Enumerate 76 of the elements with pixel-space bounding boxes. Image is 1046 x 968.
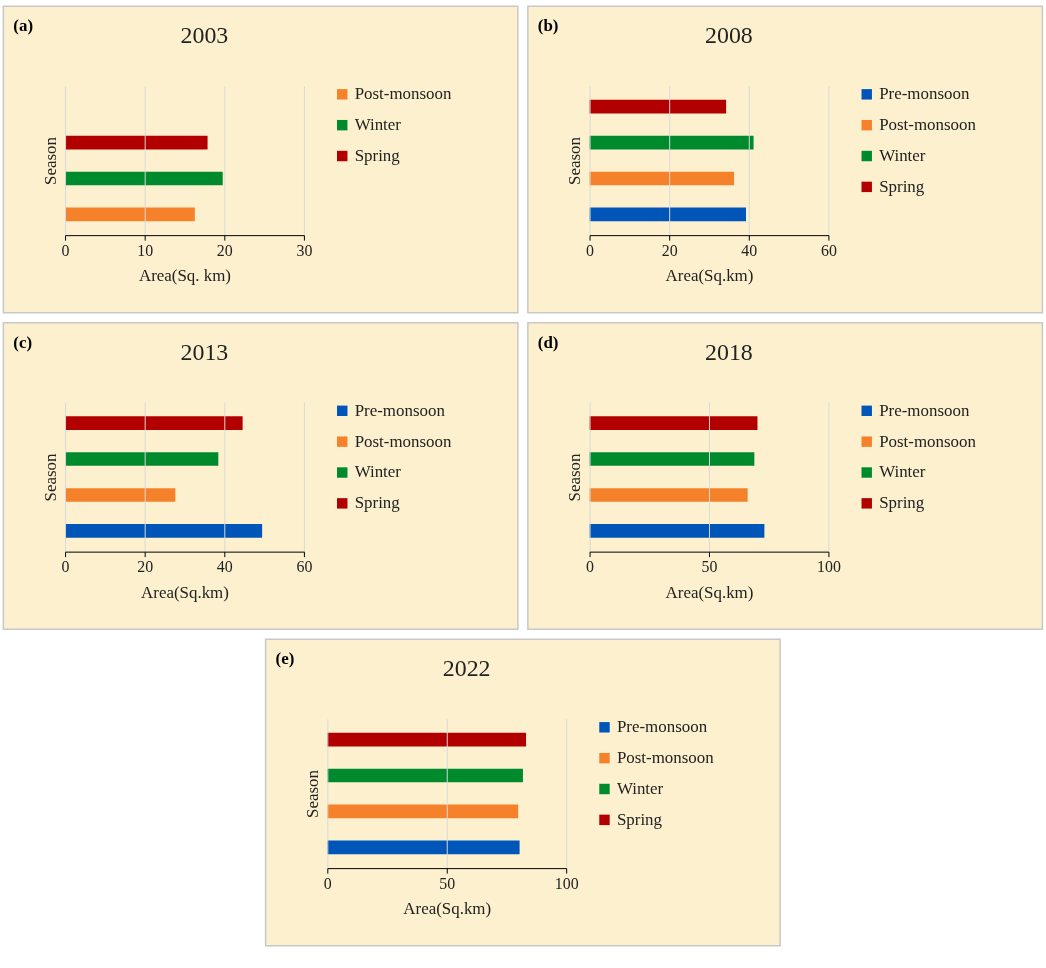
x-tick-label: 20: [216, 241, 233, 259]
x-axis-title: Area(Sq.km): [665, 266, 754, 286]
y-axis-title: Season: [40, 453, 60, 502]
x-tick-label: 0: [586, 558, 595, 576]
text: (c): [13, 332, 33, 352]
x-tick-label: 40: [216, 558, 233, 576]
text: (d): [537, 332, 559, 352]
legend-label: Post-monsoon: [354, 431, 452, 451]
legend-label: Post-monsoon: [879, 115, 977, 135]
x-tick-label: 60: [820, 241, 837, 259]
bar: [65, 524, 263, 538]
legend-label: Post-monsoon: [616, 748, 715, 768]
bar: [589, 207, 747, 222]
y-axis-title: Season: [40, 136, 60, 185]
x-tick-label: 100: [816, 558, 841, 576]
legend-label: Spring: [616, 809, 663, 829]
bar: [589, 99, 727, 114]
text: (e): [275, 649, 295, 669]
chart-title: 2022: [442, 655, 491, 682]
chart-title: 2018: [705, 338, 753, 365]
x-tick-label: 20: [137, 558, 154, 576]
x-tick-label: 10: [137, 241, 154, 259]
legend-label: Spring: [879, 176, 925, 196]
x-tick-label: 100: [554, 874, 579, 892]
legend-label: Pre-monsoon: [879, 400, 970, 420]
legend-label: Spring: [354, 493, 401, 513]
x-tick-label: 60: [296, 558, 313, 576]
y-axis-title: Season: [565, 453, 585, 502]
legend-label: Pre-monsoon: [354, 400, 446, 420]
x-tick-label: 50: [439, 874, 456, 892]
x-tick-label: 0: [61, 241, 70, 259]
legend-label: Winter: [879, 146, 926, 166]
legend-label: Winter: [879, 462, 926, 482]
x-tick-label: 40: [741, 241, 758, 259]
x-tick-label: 0: [323, 874, 332, 892]
bar: [327, 804, 519, 819]
legend-label: Post-monsoon: [879, 431, 977, 451]
bar: [327, 768, 523, 783]
bar: [589, 488, 748, 502]
bar: [589, 452, 755, 466]
bar: [65, 452, 219, 466]
bar: [589, 416, 758, 430]
legend-label: Spring: [879, 493, 925, 513]
bar: [589, 171, 735, 186]
bar: [65, 171, 223, 186]
legend-label: Pre-monsoon: [616, 717, 708, 737]
legend-label: Spring: [354, 146, 401, 166]
chart-title: 2003: [180, 22, 229, 49]
legend-label: Pre-monsoon: [879, 84, 970, 104]
x-tick-label: 20: [661, 241, 678, 259]
bar: [589, 135, 754, 150]
bar: [65, 135, 208, 150]
y-axis-title: Season: [302, 769, 322, 818]
x-axis-title: Area(Sq.km): [665, 582, 754, 602]
bar: [65, 416, 243, 430]
x-tick-label: 50: [701, 558, 718, 576]
legend-label: Winter: [354, 462, 402, 482]
x-axis-title: Area(Sq.km): [141, 582, 229, 602]
x-axis-title: Area(Sq. km): [138, 266, 232, 286]
bar: [327, 732, 527, 747]
bar: [65, 207, 195, 222]
chart-title: 2008: [705, 22, 753, 49]
x-tick-label: 0: [586, 241, 595, 259]
legend-label: Winter: [354, 115, 402, 135]
x-tick-label: 30: [296, 241, 313, 259]
legend-label: Winter: [616, 778, 664, 798]
legend-label: Post-monsoon: [354, 84, 452, 104]
y-axis-title: Season: [565, 136, 585, 185]
x-tick-label: 0: [61, 558, 70, 576]
x-axis-title: Area(Sq.km): [403, 899, 492, 919]
bar: [65, 488, 176, 502]
bar: [589, 524, 765, 538]
bar: [327, 840, 520, 855]
text: (a): [13, 16, 34, 36]
chart-title: 2013: [180, 338, 229, 365]
text: (b): [537, 16, 559, 36]
